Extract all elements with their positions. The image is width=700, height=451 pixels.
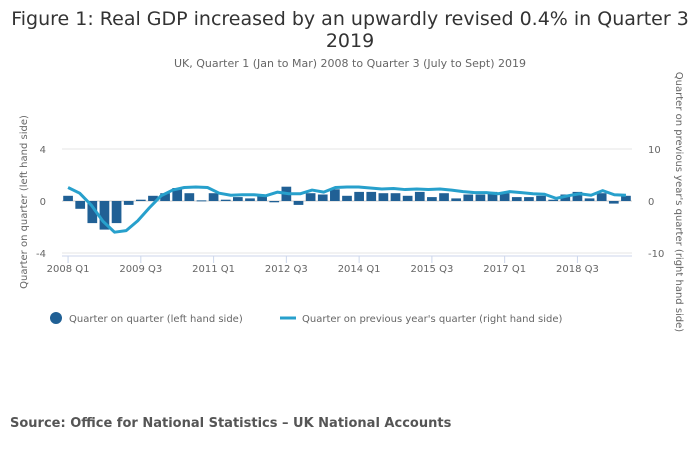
y-tick-label: 0 (40, 197, 46, 208)
y2-tick-label: 0 (648, 197, 654, 208)
x-tick-label: 2015 Q3 (410, 264, 453, 275)
y2-axis-label: Quarter on previous year's quarter (righ… (673, 72, 684, 333)
bar (608, 201, 619, 204)
x-tick-label: 2017 Q1 (483, 264, 526, 275)
x-tick-label: 2011 Q1 (192, 264, 235, 275)
bar (524, 197, 534, 201)
y-axis-label: Quarter on quarter (left hand side) (19, 115, 30, 289)
bar (257, 194, 267, 201)
bar (584, 198, 595, 201)
bar (269, 201, 280, 203)
bar (99, 201, 110, 230)
yoy-line (67, 185, 627, 234)
bar (475, 194, 486, 201)
bar (184, 193, 195, 201)
bar (439, 193, 449, 201)
bar (172, 188, 183, 201)
bar (135, 199, 146, 201)
bar (511, 197, 522, 201)
bar (572, 191, 583, 201)
bar (160, 193, 170, 201)
bar (621, 195, 631, 201)
bar (427, 197, 437, 201)
chart-title: Figure 1: Real GDP increased by an upwar… (11, 8, 689, 52)
y-tick-label: -4 (36, 249, 46, 260)
bar (390, 193, 401, 201)
bar (451, 198, 461, 201)
bar (536, 195, 546, 201)
legend-line-label[interactable]: Quarter on previous year's quarter (righ… (302, 314, 563, 325)
bar (548, 199, 559, 201)
x-tick-label: 2008 Q1 (47, 264, 90, 275)
y-tick-label: 4 (40, 145, 46, 156)
y2-tick-label: -10 (648, 249, 664, 260)
bar (354, 191, 364, 201)
x-tick-label: 2018 Q3 (556, 264, 599, 275)
bar (87, 201, 98, 224)
bar (111, 201, 122, 224)
bar (487, 191, 498, 201)
y2-tick-label: 10 (648, 145, 661, 156)
bar (293, 201, 304, 205)
bar (196, 200, 207, 202)
bar (414, 191, 425, 201)
bar (499, 193, 510, 201)
bar (75, 201, 86, 209)
chart-svg: Quarter on quarter (left hand side) Quar… (19, 72, 684, 333)
bar (317, 194, 328, 201)
bar (148, 195, 158, 201)
bar (366, 191, 377, 201)
legend-bar-label[interactable]: Quarter on quarter (left hand side) (69, 314, 243, 325)
bar (245, 198, 255, 201)
bar (378, 193, 389, 201)
bar (63, 195, 73, 201)
bar (342, 195, 352, 201)
legend-bar-marker (50, 312, 62, 324)
bar (220, 199, 231, 201)
bar (463, 194, 474, 201)
bar (596, 193, 607, 201)
bar (330, 189, 340, 201)
bar (305, 193, 316, 201)
chart-subtitle: UK, Quarter 1 (Jan to Mar) 2008 to Quart… (173, 57, 527, 70)
x-tick-label: 2014 Q1 (338, 264, 381, 275)
source-note: Source: Office for National Statistics –… (10, 416, 452, 431)
bar (208, 193, 219, 201)
x-tick-label: 2009 Q3 (119, 264, 162, 275)
bar (402, 195, 413, 201)
bar (233, 197, 243, 201)
x-tick-label: 2012 Q3 (265, 264, 308, 275)
bar (123, 201, 134, 205)
